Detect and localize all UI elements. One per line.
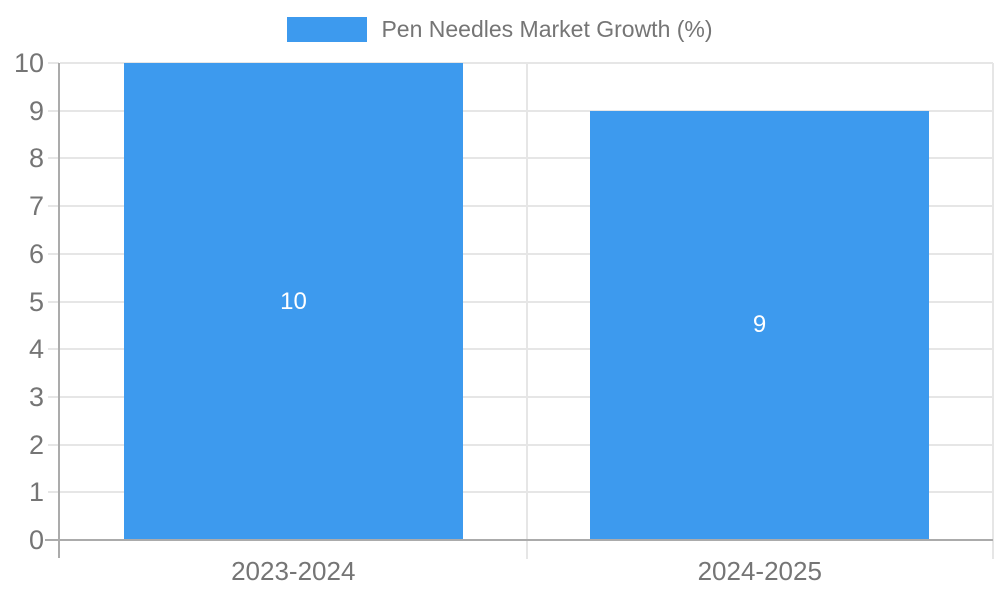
y-axis-line [58, 63, 60, 558]
legend-title: Pen Needles Market Growth (%) [381, 16, 713, 42]
y-axis-tick-label: 8 [28, 143, 44, 174]
bar-2023-2024[interactable]: 10 [124, 63, 463, 540]
x-axis-tick [992, 540, 994, 559]
y-axis-tick [48, 109, 59, 112]
bar-value-label: 9 [752, 311, 767, 339]
y-axis-tick [48, 443, 59, 446]
chart-legend: Pen Needles Market Growth (%) [0, 16, 1000, 43]
y-axis-tick [48, 300, 59, 303]
bar-2024-2025[interactable]: 9 [590, 110, 929, 540]
bar-value-label: 10 [280, 287, 307, 315]
gridline-vertical [992, 63, 994, 540]
y-axis-tick-label: 7 [28, 191, 44, 222]
x-axis-line [45, 539, 993, 541]
y-axis-tick [48, 205, 59, 208]
y-axis-tick-label: 4 [28, 334, 44, 365]
y-axis-tick-label: 10 [13, 48, 44, 78]
y-axis-tick-label: 2 [28, 429, 44, 460]
y-axis-tick-label: 5 [28, 286, 44, 317]
legend-swatch [287, 17, 368, 42]
y-axis-tick-label: 6 [28, 238, 44, 269]
y-axis-tick [48, 62, 59, 64]
y-axis-tick [48, 348, 59, 351]
y-axis-tick [48, 157, 59, 160]
y-axis-tick [48, 252, 59, 255]
x-axis-category-label: 2023-2024 [231, 556, 356, 586]
y-axis-tick-label: 0 [28, 525, 44, 555]
y-axis-tick-label: 3 [28, 381, 44, 412]
x-axis-category-label: 2024-2025 [697, 556, 822, 586]
y-axis-tick-label: 1 [28, 477, 44, 508]
x-axis-tick [525, 540, 528, 559]
y-axis-tick [48, 491, 59, 494]
y-axis-tick-label: 9 [28, 95, 44, 126]
gridline-vertical [525, 63, 528, 540]
y-axis-tick [48, 395, 59, 398]
